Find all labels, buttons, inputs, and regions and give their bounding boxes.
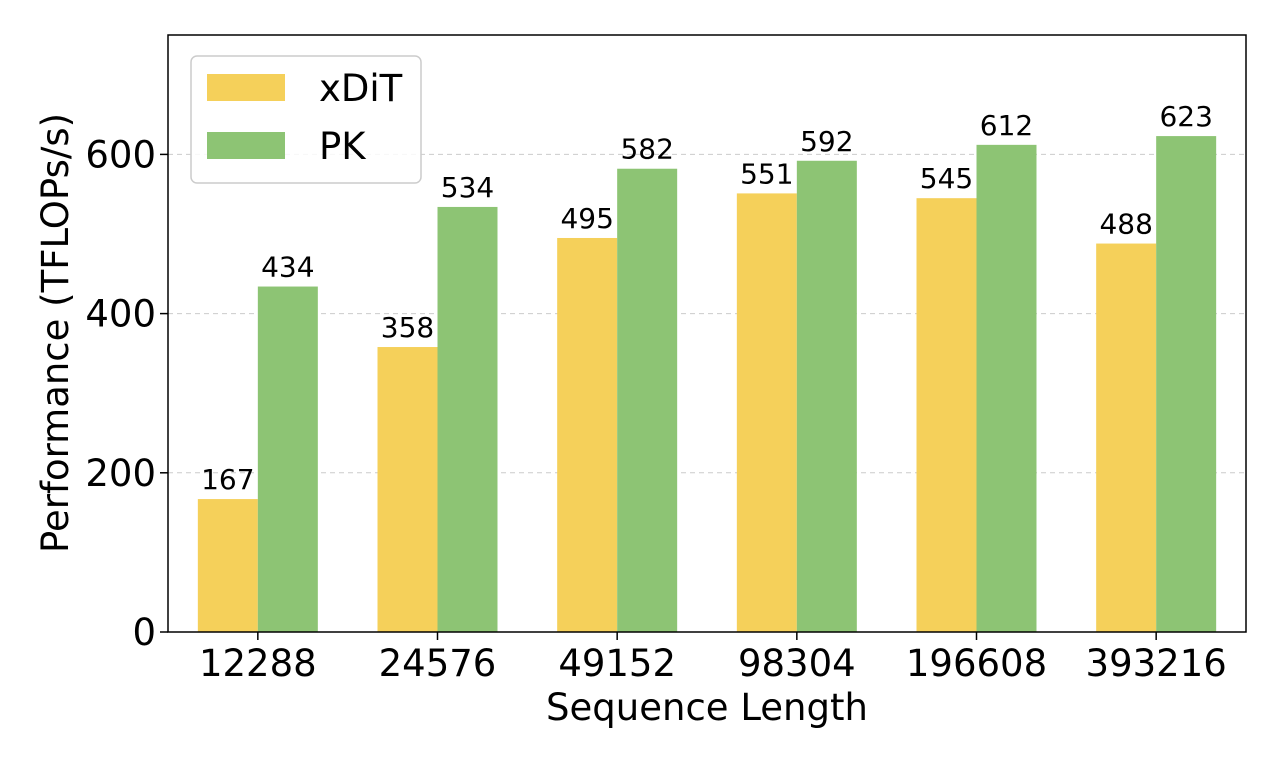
y-axis-label: Performance (TFLOPs/s) (34, 113, 77, 553)
bar-label-xdit-196608: 545 (920, 162, 973, 195)
x-axis-ticks: 12288 24576 49152 98304 196608 393216 (199, 632, 1227, 685)
bar-pk-196608 (976, 144, 1037, 632)
y-tick-label-400: 400 (85, 293, 156, 336)
bar-xdit-98304 (736, 193, 797, 633)
bar-xdit-12288 (197, 499, 258, 632)
legend-label-xdit: xDiT (319, 67, 403, 110)
legend-label-pk: PK (319, 125, 367, 168)
y-tick-label-0: 0 (132, 611, 156, 654)
bar-xdit-49152 (557, 237, 618, 633)
legend-swatch-xdit (207, 74, 285, 101)
bars (197, 136, 1217, 633)
bar-label-pk-49152: 582 (620, 133, 673, 166)
legend: xDiT PK (190, 55, 422, 184)
x-tick-label-196608: 196608 (906, 642, 1047, 685)
bar-xdit-196608 (916, 198, 977, 632)
y-tick-label-600: 600 (85, 133, 156, 176)
bar-pk-49152 (617, 168, 678, 632)
x-tick-label-12288: 12288 (199, 642, 317, 685)
x-tick-label-49152: 49152 (558, 642, 676, 685)
y-tick-label-200: 200 (85, 452, 156, 495)
y-axis-ticks: 0 200 400 600 (85, 133, 168, 654)
bar-pk-393216 (1156, 136, 1217, 633)
legend-swatch-pk (207, 132, 285, 159)
bar-pk-24576 (437, 206, 498, 632)
bar-label-pk-393216: 623 (1159, 100, 1212, 133)
bar-xdit-24576 (377, 347, 438, 632)
bar-label-xdit-24576: 358 (381, 311, 434, 344)
bar-pk-12288 (257, 286, 318, 632)
bar-label-xdit-49152: 495 (560, 202, 613, 235)
bar-label-pk-98304: 592 (800, 125, 853, 158)
x-tick-label-24576: 24576 (379, 642, 497, 685)
bar-xdit-393216 (1096, 243, 1157, 632)
bar-label-pk-196608: 612 (980, 109, 1033, 142)
bar-label-pk-24576: 534 (441, 171, 494, 204)
x-axis-label: Sequence Length (546, 686, 868, 729)
bar-label-xdit-98304: 551 (740, 157, 793, 190)
bar-label-xdit-12288: 167 (201, 463, 254, 496)
gridlines (168, 153, 1246, 474)
bar-label-xdit-393216: 488 (1099, 208, 1152, 241)
x-tick-label-393216: 393216 (1086, 642, 1227, 685)
plot-frame (167, 34, 1247, 633)
bar-label-pk-12288: 434 (261, 251, 314, 284)
bar-pk-98304 (796, 160, 857, 632)
x-tick-label-98304: 98304 (738, 642, 856, 685)
